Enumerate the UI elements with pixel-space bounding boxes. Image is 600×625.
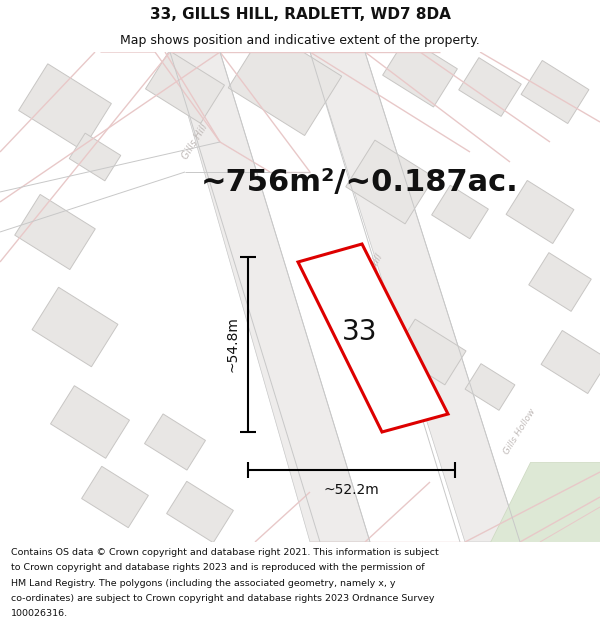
Polygon shape — [15, 194, 95, 269]
Polygon shape — [431, 185, 488, 239]
Polygon shape — [459, 58, 521, 116]
Polygon shape — [346, 140, 434, 224]
Polygon shape — [228, 29, 342, 136]
Polygon shape — [310, 52, 520, 542]
Text: to Crown copyright and database rights 2023 and is reproduced with the permissio: to Crown copyright and database rights 2… — [11, 563, 424, 572]
Text: HM Land Registry. The polygons (including the associated geometry, namely x, y: HM Land Registry. The polygons (includin… — [11, 579, 395, 587]
Polygon shape — [394, 319, 466, 385]
Text: ~52.2m: ~52.2m — [323, 483, 379, 497]
Polygon shape — [298, 244, 448, 432]
Polygon shape — [167, 481, 233, 542]
Polygon shape — [19, 64, 112, 150]
Text: Gills Hill: Gills Hill — [355, 253, 385, 291]
Polygon shape — [506, 181, 574, 244]
Polygon shape — [383, 37, 457, 107]
Polygon shape — [145, 414, 205, 470]
Polygon shape — [465, 364, 515, 411]
Polygon shape — [32, 288, 118, 367]
Text: 100026316.: 100026316. — [11, 609, 68, 618]
Polygon shape — [170, 52, 370, 542]
Polygon shape — [490, 462, 600, 542]
Text: Gills Hill: Gills Hill — [180, 122, 210, 161]
Polygon shape — [146, 51, 224, 123]
Polygon shape — [529, 253, 591, 311]
Text: ~756m²/~0.187ac.: ~756m²/~0.187ac. — [201, 168, 519, 196]
Text: co-ordinates) are subject to Crown copyright and database rights 2023 Ordnance S: co-ordinates) are subject to Crown copyr… — [11, 594, 434, 603]
Polygon shape — [69, 133, 121, 181]
Text: 33: 33 — [342, 318, 378, 346]
Text: Map shows position and indicative extent of the property.: Map shows position and indicative extent… — [120, 34, 480, 47]
Polygon shape — [82, 466, 148, 528]
Polygon shape — [521, 61, 589, 124]
Text: Contains OS data © Crown copyright and database right 2021. This information is : Contains OS data © Crown copyright and d… — [11, 548, 439, 557]
Text: Gills Hollow: Gills Hollow — [502, 408, 538, 456]
Polygon shape — [50, 386, 130, 458]
Text: ~54.8m: ~54.8m — [225, 316, 239, 372]
Text: 33, GILLS HILL, RADLETT, WD7 8DA: 33, GILLS HILL, RADLETT, WD7 8DA — [149, 7, 451, 22]
Polygon shape — [541, 331, 600, 394]
